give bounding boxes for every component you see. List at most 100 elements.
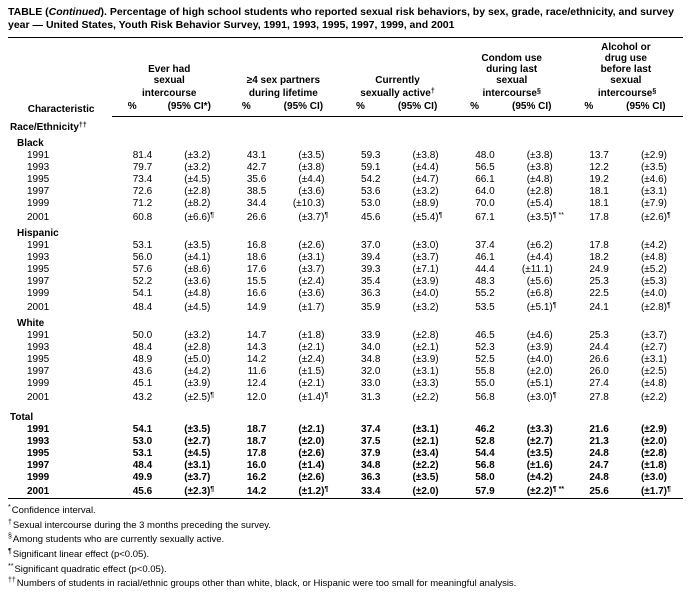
footnote-line: **Significant quadratic effect (p<0.05). — [8, 561, 683, 576]
section-header: Race/Ethnicity†† — [8, 117, 683, 135]
ci-cell: (±3.6) — [266, 186, 340, 198]
ci-cell: (±2.1) — [266, 378, 340, 390]
ci-cell: (±4.2) — [152, 366, 226, 378]
percent-cell: 35.4 — [361, 276, 381, 287]
ci-value: (±3.8) — [526, 150, 553, 161]
ci-value: (±2.0) — [298, 436, 325, 447]
ci-cell: (±1.5) — [266, 366, 340, 378]
ci-value: (±3.9) — [412, 276, 439, 287]
ci-cell: (±2.1) — [381, 342, 455, 354]
percent-cell: 79.7 — [132, 162, 153, 173]
group-name: Black — [17, 138, 44, 149]
percent-cell: 56.5 — [475, 162, 495, 173]
footnote-text: Significant quadratic effect (p<0.05). — [14, 563, 167, 575]
ci-cell: (±3.1) — [266, 252, 340, 264]
ci-value: (±2.2) — [412, 392, 439, 403]
ci-cell: (±2.6) — [266, 472, 340, 484]
ci-footnote-marker: ¶ — [210, 212, 215, 219]
percent-cell: 18.1 — [589, 198, 609, 209]
percent-cell: 54.1 — [132, 288, 153, 299]
section-header-row: Race/Ethnicity†† — [8, 117, 683, 135]
ci-value: (±3.5) — [412, 472, 439, 483]
section-header-footnote-marker: †† — [78, 122, 87, 129]
ci-value: (±2.2) — [412, 460, 439, 471]
ci-value: (±3.6) — [298, 288, 325, 299]
group-name: White — [17, 318, 45, 329]
ci-cell: (±4.0) — [609, 288, 683, 300]
column-header-ci: (95% CI) — [494, 99, 569, 117]
ci-cell: (±3.2) — [152, 330, 226, 342]
ci-value: (±10.3) — [292, 198, 325, 209]
ci-value: (±2.1) — [412, 436, 439, 447]
percent-cell: 31.3 — [361, 392, 381, 403]
ci-value: (±11.1) — [521, 264, 553, 275]
ci-cell: (±4.5) — [152, 174, 226, 186]
percent-cell: 16.2 — [246, 472, 267, 483]
percent-cell: 45.1 — [132, 378, 153, 389]
percent-cell: 18.2 — [589, 252, 609, 263]
ci-value: (±3.8) — [526, 162, 553, 173]
ci-cell: (±3.8) — [495, 162, 569, 174]
ci-value: (±4.0) — [412, 288, 439, 299]
ci-footnote-marker: ¶ ** — [552, 212, 564, 219]
table-row: 1993 79.7 (±3.2) 42.7 (±3.8) 59.1 (±4.4) 56.5 (±… — [8, 162, 683, 174]
table-row: 1997 43.6 (±4.2) 11.6 (±1.5) 32.0 (±3.1) 55.8 (±… — [8, 366, 683, 378]
ci-value: (±4.4) — [298, 174, 325, 185]
ci-value: (±4.8) — [526, 174, 553, 185]
ci-cell: (±2.5)¶ — [152, 390, 226, 404]
ci-value: (±4.2) — [184, 366, 211, 377]
percent-cell: 64.0 — [475, 186, 495, 197]
percent-cell: 56.8 — [475, 392, 495, 403]
year-cell: 1999 — [27, 472, 50, 483]
column-group-footnote-marker: † — [430, 88, 435, 95]
ci-value: (±3.9) — [184, 378, 211, 389]
ci-cell: (±1.7)¶ — [609, 484, 683, 499]
table-row: 1993 48.4 (±2.8) 14.3 (±2.1) 34.0 (±2.1) 52.3 (±… — [8, 342, 683, 354]
ci-cell: (±2.2) — [609, 390, 683, 404]
ci-value: (±3.4) — [412, 448, 439, 459]
ci-footnote-marker: ¶ — [324, 212, 329, 219]
ci-cell: (±3.1) — [609, 354, 683, 366]
ci-value: (±2.1) — [412, 342, 439, 353]
ci-cell: (±5.1) — [495, 378, 569, 390]
ci-value: (±2.0) — [640, 436, 667, 447]
ci-footnote-marker: ¶ ** — [552, 486, 565, 493]
ci-cell: (±2.7) — [495, 436, 569, 448]
percent-cell: 35.9 — [361, 302, 381, 313]
ci-value: (±2.1) — [298, 424, 325, 435]
ci-cell: (±3.5) — [609, 162, 683, 174]
percent-cell: 67.1 — [475, 212, 495, 223]
percent-cell: 17.8 — [589, 212, 609, 223]
percent-cell: 25.3 — [589, 276, 609, 287]
ci-cell: (±2.9) — [609, 424, 683, 436]
year-cell: 1997 — [27, 276, 50, 287]
ci-cell: (±4.8) — [495, 174, 569, 186]
ci-value: (±4.6) — [640, 174, 667, 185]
ci-value: (±2.7) — [640, 342, 667, 353]
percent-cell: 27.8 — [589, 392, 609, 403]
ci-cell: (±1.8) — [609, 460, 683, 472]
ci-value: (±3.7) — [184, 472, 211, 483]
ci-value: (±3.9) — [526, 342, 553, 353]
percent-cell: 34.4 — [246, 198, 267, 209]
ci-value: (±2.0) — [412, 486, 439, 497]
ci-value: (±1.4) — [298, 460, 325, 471]
percent-cell: 12.4 — [246, 378, 267, 389]
year-cell: 1991 — [27, 150, 50, 161]
percent-cell: 34.8 — [361, 354, 381, 365]
percent-cell: 66.1 — [475, 174, 495, 185]
ci-cell: (±4.8) — [609, 252, 683, 264]
ci-cell: (±2.4) — [266, 276, 340, 288]
ci-cell: (±2.7) — [609, 342, 683, 354]
percent-cell: 43.1 — [246, 150, 267, 161]
percent-cell: 46.5 — [475, 330, 495, 341]
percent-cell: 59.3 — [361, 150, 381, 161]
table-row: 1991 53.1 (±3.5) 16.8 (±2.6) 37.0 (±3.0) 37.4 (±… — [8, 240, 683, 252]
ci-cell: (±3.2) — [381, 300, 455, 314]
year-cell: 1993 — [27, 252, 50, 263]
footnote-marker: † — [8, 518, 12, 526]
year-cell: 1991 — [27, 330, 50, 341]
percent-cell: 14.9 — [246, 302, 267, 313]
column-group-label: ≥4 sex partners during lifetime — [246, 75, 321, 99]
percent-cell: 57.6 — [132, 264, 153, 275]
